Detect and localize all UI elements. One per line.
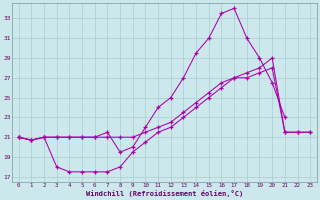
X-axis label: Windchill (Refroidissement éolien,°C): Windchill (Refroidissement éolien,°C): [86, 190, 243, 197]
